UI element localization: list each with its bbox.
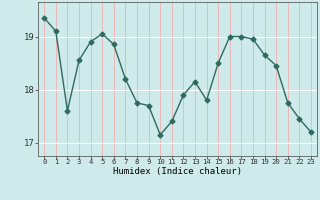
X-axis label: Humidex (Indice chaleur): Humidex (Indice chaleur) [113,167,242,176]
